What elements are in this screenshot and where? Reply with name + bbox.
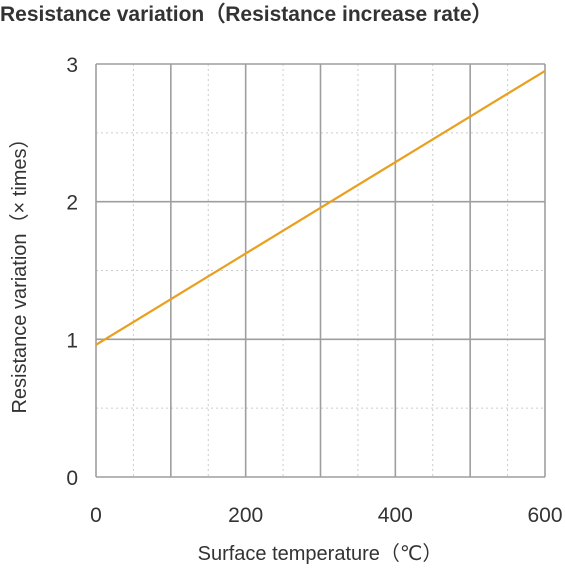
y-tick-label: 0 xyxy=(66,467,78,490)
x-tick-label: 400 xyxy=(378,504,413,527)
series-line xyxy=(95,69,546,346)
chart-title: Resistance variation（Resistance increase… xyxy=(0,2,493,26)
y-tick-label: 1 xyxy=(66,329,78,352)
y-tick-label: 2 xyxy=(66,192,78,215)
y-axis-label: Resistance variation（× times） xyxy=(8,128,31,413)
x-tick-label: 0 xyxy=(90,504,102,527)
y-tick-labels: 0 1 2 3 xyxy=(66,54,78,490)
minor-grid xyxy=(96,64,545,477)
x-tick-labels: 0 200 400 600 xyxy=(90,504,562,527)
y-tick-label: 3 xyxy=(66,54,78,77)
major-grid xyxy=(95,63,546,478)
series-layer xyxy=(95,69,546,346)
x-axis-label: Surface temperature（℃） xyxy=(198,542,443,565)
x-tick-label: 200 xyxy=(228,504,263,527)
x-tick-label: 600 xyxy=(527,504,562,527)
